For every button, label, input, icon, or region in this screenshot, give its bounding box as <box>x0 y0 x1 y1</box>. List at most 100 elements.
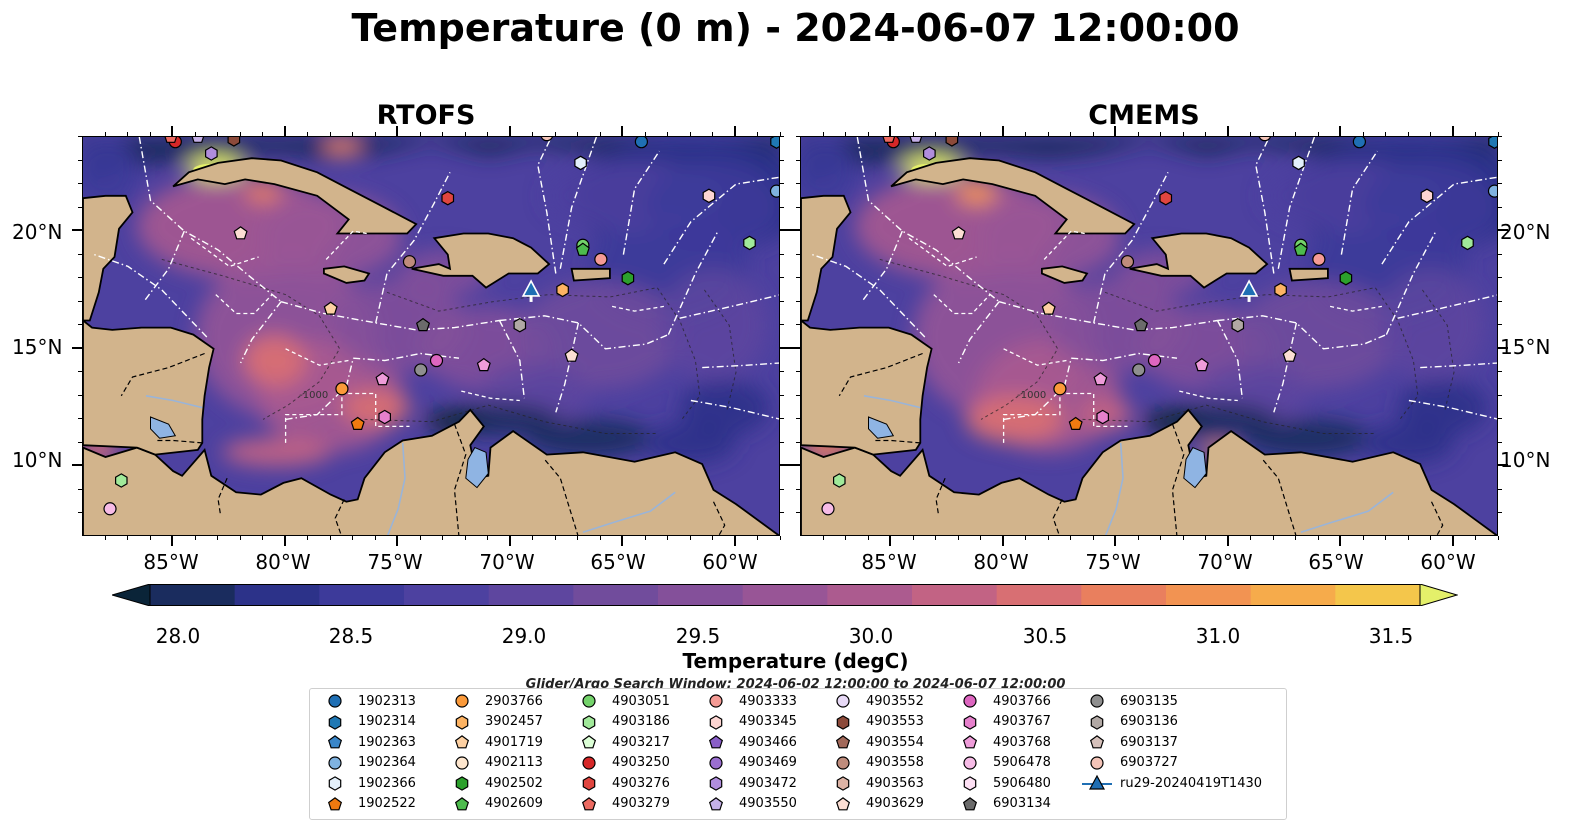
axis-tick <box>1025 132 1027 136</box>
axis-tick <box>780 136 784 137</box>
axis-tick <box>78 324 82 326</box>
axis-tick <box>1430 132 1432 136</box>
float-marker-6903136 <box>1231 317 1245 333</box>
colorbar-tick-31-0: 31.0 <box>1195 624 1241 648</box>
legend-label: 4902113 <box>485 755 543 770</box>
lon-label-80w-left: 80°W <box>255 550 311 574</box>
axis-tick <box>509 132 511 136</box>
legend-item: 1902364 <box>320 753 416 773</box>
legend-label: 4903563 <box>866 775 924 791</box>
legend-marker-icon <box>963 776 977 791</box>
legend-label: 6903136 <box>1120 714 1178 729</box>
axis-tick <box>284 132 286 136</box>
float-marker-4903629 <box>233 226 248 240</box>
legend-item: 4903217 <box>574 732 670 752</box>
axis-tick <box>1137 132 1139 136</box>
float-marker-4902609 <box>1293 242 1308 256</box>
float-marker-4903550 <box>909 137 923 143</box>
axis-tick <box>890 536 892 540</box>
legend-marker-icon <box>836 694 850 708</box>
glider-marker <box>521 279 541 297</box>
eez-boundary <box>1217 315 1387 350</box>
axis-tick <box>397 132 399 136</box>
legend-item: 4903554 <box>828 732 924 752</box>
float-marker-4903186 <box>1461 235 1474 251</box>
legend-marker-icon <box>454 796 470 810</box>
axis-tick <box>790 464 800 467</box>
axis-tick <box>78 136 82 137</box>
eez-boundary <box>499 315 669 350</box>
axis-tick <box>621 126 624 136</box>
legend-item: 4903469 <box>701 753 797 773</box>
country-border <box>544 459 579 535</box>
legend-label: 4901719 <box>485 734 543 750</box>
legend-item: 1902366 <box>320 773 416 793</box>
eez-boundary <box>143 230 185 303</box>
legend-item: 6903134 <box>955 794 1051 814</box>
axis-tick <box>980 536 982 540</box>
axis-tick <box>577 536 579 540</box>
legend-label: 1902364 <box>358 755 416 770</box>
eez-boundary <box>1216 320 1243 399</box>
axis-tick <box>780 465 784 467</box>
axis-tick <box>464 132 466 136</box>
axis-tick <box>78 206 82 208</box>
lat-label-20n-left: 20°N <box>12 220 63 244</box>
legend-item: 4903250 <box>574 753 670 773</box>
eez-boundary <box>1273 322 1298 413</box>
legend-item: 4903558 <box>828 753 924 773</box>
axis-tick <box>733 126 736 136</box>
legend-marker-icon <box>963 714 977 730</box>
axis-tick <box>912 536 914 540</box>
axis-tick <box>780 230 784 232</box>
axis-tick <box>980 132 982 136</box>
lon-label-70w-right: 70°W <box>1197 550 1253 574</box>
axis-tick <box>599 132 601 136</box>
eez-boundary <box>1408 399 1497 420</box>
land-areas <box>801 157 1497 535</box>
axis-tick <box>796 488 800 490</box>
land-central <box>83 319 215 456</box>
country-border <box>875 439 921 444</box>
legend-item: 4903333 <box>701 691 797 711</box>
axis-tick <box>1498 347 1502 349</box>
axis-tick <box>1498 536 1499 540</box>
legend-label: 4903186 <box>612 714 670 729</box>
axis-tick <box>733 536 736 546</box>
float-marker-4903629b <box>1282 348 1297 362</box>
float-marker-4903345 <box>1420 188 1434 204</box>
axis-tick <box>1317 536 1319 540</box>
land-areas <box>83 157 779 535</box>
colorbar-segment <box>827 584 913 606</box>
axis-tick <box>1114 126 1117 136</box>
float-marker-4903558 <box>1120 255 1135 269</box>
colorbar-segment <box>742 584 828 606</box>
axis-tick <box>689 536 691 540</box>
axis-tick <box>889 126 892 136</box>
axis-tick <box>508 536 511 546</box>
panel-title-cmems: CMEMS <box>1088 100 1200 131</box>
float-marker-6903134 <box>415 317 431 332</box>
lon-label-70w-left: 70°W <box>479 550 535 574</box>
colorbar-segment <box>1335 584 1421 606</box>
axis-tick <box>780 324 784 326</box>
axis-tick <box>867 132 869 136</box>
lake-maracaibo <box>1183 446 1207 489</box>
axis-tick <box>796 183 800 185</box>
axis-tick <box>757 132 759 136</box>
legend-label: 4903276 <box>612 775 670 791</box>
axis-tick <box>780 347 784 349</box>
land-cuba <box>890 157 1136 235</box>
float-marker-4902609 <box>575 242 590 256</box>
isobath-contour <box>364 404 658 434</box>
float-marker-4903766 <box>1147 353 1162 368</box>
axis-tick <box>396 126 399 136</box>
land-puertorico <box>1288 267 1329 282</box>
float-marker-4901719 <box>323 301 338 315</box>
land-yucatan <box>801 194 852 322</box>
axis-tick <box>149 536 151 540</box>
country-border <box>120 352 205 397</box>
legend-label: 4903333 <box>739 693 797 709</box>
lon-label-65w-left: 65°W <box>590 550 646 574</box>
axis-tick <box>796 418 800 420</box>
